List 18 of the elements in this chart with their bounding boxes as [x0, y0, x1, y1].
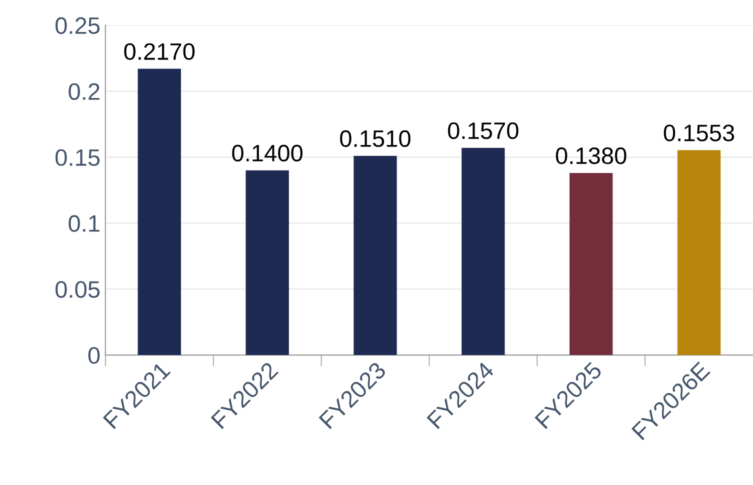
bar [354, 156, 397, 356]
y-tick-label: 0.2 [68, 83, 100, 100]
bar [246, 170, 289, 356]
bar [138, 68, 181, 356]
y-tick-label: 0 [88, 347, 100, 364]
bar [677, 150, 721, 356]
data-label: 0.1510 [340, 130, 410, 147]
data-label: 0.1553 [664, 124, 734, 142]
bar [570, 172, 613, 356]
data-label: 0.1380 [556, 147, 626, 164]
data-label: 0.2170 [124, 43, 195, 60]
data-label: 0.1570 [448, 122, 518, 140]
y-tick-label: 0.25 [56, 17, 100, 34]
y-tick-label: 0.05 [56, 281, 100, 298]
bar [462, 148, 505, 356]
y-tick-label: 0.15 [56, 149, 100, 166]
y-tick-label: 0.1 [68, 215, 100, 232]
data-label: 0.1400 [232, 144, 303, 162]
